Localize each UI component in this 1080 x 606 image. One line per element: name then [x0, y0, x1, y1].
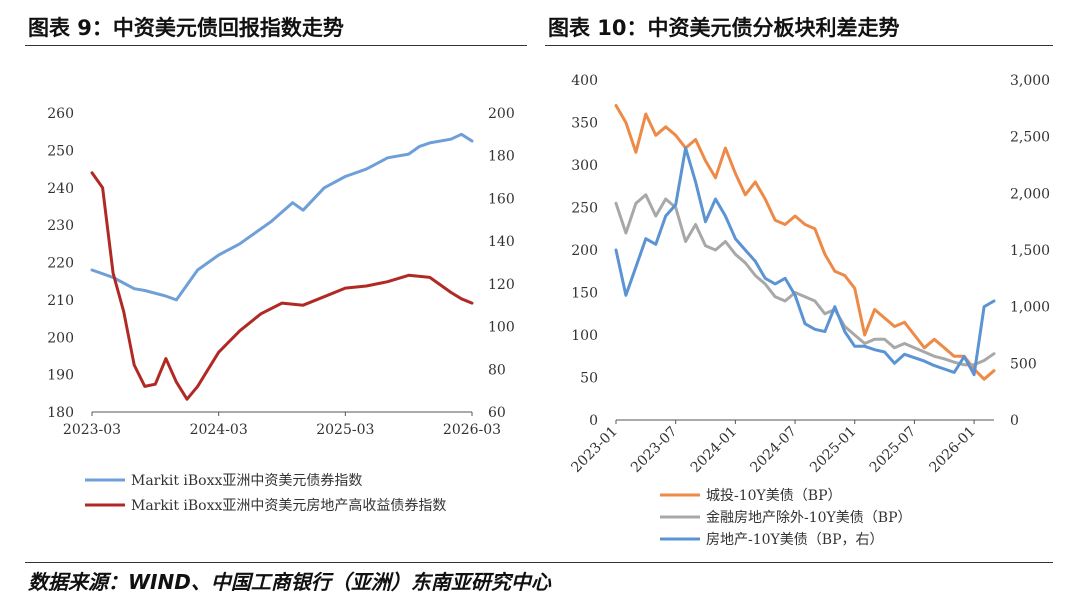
- right-spread-chart: 2023-01 2023-07 2024-01 2024-07 2025-01 2025-…: [568, 73, 1050, 548]
- y-left-tick-label: 50: [580, 371, 598, 387]
- y-right-tick-label: 2,000: [1010, 186, 1050, 202]
- y-left-tick-label: 210: [47, 293, 74, 309]
- x-tick-label: 2026-01: [926, 424, 978, 476]
- y-right-tick-label: 1,000: [1010, 300, 1050, 316]
- y-left-tick-label: 0: [589, 413, 598, 429]
- y-left-tick-label: 250: [571, 201, 598, 217]
- legend-label: 金融房地产除外-10Y美债（BP）: [706, 510, 912, 526]
- data-source-note: 数据来源：WIND、中国工商银行（亚洲）东南亚研究中心: [28, 570, 551, 594]
- x-tick-label: 2024-01: [688, 424, 740, 476]
- legend-label: 房地产-10Y美债（BP，右）: [706, 532, 884, 548]
- series-line: [90, 132, 474, 302]
- y-right-tick-label: 1,500: [1010, 243, 1050, 259]
- y-right-tick-label: 3,000: [1010, 73, 1050, 89]
- y-left-tick-label: 190: [47, 368, 74, 384]
- y-left-tick-label: 400: [571, 73, 598, 89]
- y-left-tick-label: 200: [571, 243, 598, 259]
- y-right-tick-label: 500: [1010, 356, 1037, 372]
- x-tick-label: 2023-01: [568, 424, 620, 476]
- series-line: [90, 171, 474, 401]
- y-left-tick-label: 200: [47, 330, 74, 346]
- y-right-tick-label: 160: [488, 191, 515, 207]
- x-tick-label: 2024-03: [190, 422, 248, 438]
- y-right-tick-label: 2,500: [1010, 130, 1050, 146]
- x-tick-label: 2025-07: [867, 424, 919, 476]
- y-right-tick-label: 60: [488, 405, 506, 421]
- y-left-tick-label: 260: [47, 106, 74, 122]
- legend-label: Markit iBoxx亚洲中资美元债券指数: [131, 473, 362, 489]
- y-left-tick-label: 240: [47, 181, 74, 197]
- legend-label: 城投-10Y美债（BP）: [706, 488, 842, 504]
- source-top-rule: [25, 562, 1053, 563]
- series-line: [614, 193, 996, 367]
- y-left-tick-label: 230: [47, 218, 74, 234]
- x-tick-label: 2024-07: [747, 424, 799, 476]
- y-right-tick-label: 200: [488, 106, 515, 122]
- y-left-tick-label: 250: [47, 143, 74, 159]
- x-tick-label: 2025-01: [807, 424, 859, 476]
- series-line: [614, 146, 996, 377]
- left-return-index-chart: 2023-03 2024-03 2025-03 2026-03 180 190 200 210…: [47, 106, 515, 514]
- y-right-tick-label: 180: [488, 149, 515, 165]
- series-line: [614, 104, 996, 381]
- y-left-tick-label: 300: [571, 158, 598, 174]
- y-right-tick-label: 140: [488, 234, 515, 250]
- y-left-tick-label: 150: [571, 286, 598, 302]
- y-left-tick-label: 180: [47, 405, 74, 421]
- y-right-tick-label: 80: [488, 362, 506, 378]
- right-chart-title: 图表 10：中资美元债分板块利差走势: [548, 16, 900, 40]
- y-left-tick-label: 220: [47, 256, 74, 272]
- y-right-tick-label: 100: [488, 320, 515, 336]
- x-tick-label: 2025-03: [316, 422, 374, 438]
- y-left-tick-label: 350: [571, 116, 598, 132]
- y-left-tick-label: 100: [571, 328, 598, 344]
- x-tick-label: 2023-07: [628, 424, 680, 476]
- left-title-rule: [25, 45, 527, 46]
- left-chart-title: 图表 9：中资美元债回报指数走势: [28, 16, 344, 40]
- x-tick-label: 2026-03: [443, 422, 501, 438]
- x-tick-label: 2023-03: [63, 422, 121, 438]
- y-right-tick-label: 0: [1010, 413, 1019, 429]
- legend-label: Markit iBoxx亚洲中资美元房地产高收益债券指数: [131, 497, 446, 514]
- y-right-tick-label: 120: [488, 277, 515, 293]
- right-title-rule: [545, 45, 1053, 46]
